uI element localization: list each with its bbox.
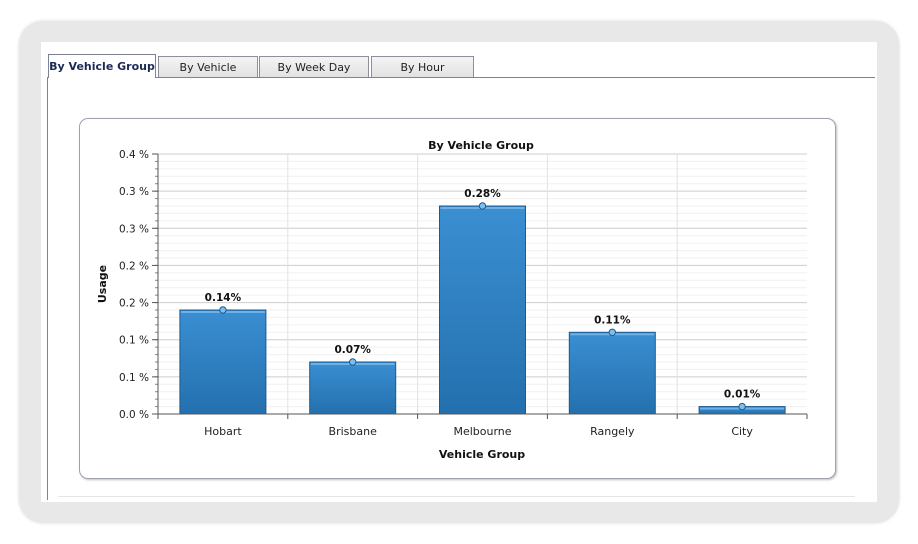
y-tick-label: 0.1 % (119, 335, 149, 347)
y-tick-label: 0.2 % (119, 260, 149, 272)
y-tick-label: 0.3 % (119, 186, 149, 198)
category-label: Melbourne (453, 425, 511, 438)
tab-by-week-day[interactable]: By Week Day (259, 56, 369, 77)
data-label: 0.28% (464, 188, 501, 200)
y-tick-label: 0.1 % (119, 372, 149, 384)
tab-by-vehicle[interactable]: By Vehicle (158, 56, 258, 77)
x-axis-title: Vehicle Group (439, 448, 525, 461)
bar-marker (219, 306, 227, 314)
category-label: Rangely (590, 425, 635, 438)
data-label: 0.14% (205, 292, 242, 304)
data-label: 0.11% (594, 314, 631, 326)
category-label: City (731, 425, 753, 438)
data-label: 0.07% (334, 344, 371, 356)
bar-marker (608, 328, 616, 336)
data-label: 0.01% (724, 389, 761, 401)
bars: 0.14% 0.07% 0.28% 0.11% 0.01% (179, 188, 786, 415)
y-axis-title: Usage (96, 265, 109, 303)
y-tick-label: 0.2 % (119, 298, 149, 310)
category-label: Brisbane (329, 425, 378, 438)
y-axis: 0.0 % 0.1 % 0.1 % 0.2 % 0.2 % 0.3 % 0.3 % 0.4 % (119, 149, 159, 421)
y-tick-label: 0.0 % (119, 409, 149, 421)
bar-marker (349, 358, 357, 366)
panel-border-bottom (58, 496, 855, 497)
y-tick-label: 0.3 % (119, 223, 149, 235)
bar (179, 309, 267, 415)
panel-border-left (47, 77, 48, 500)
x-axis: Hobart Brisbane Melbourne Rangely City (157, 413, 808, 438)
bar (439, 205, 526, 415)
tabstrip-divider (47, 77, 875, 78)
bar (568, 331, 656, 415)
tab-by-hour[interactable]: By Hour (371, 56, 474, 77)
category-label: Hobart (204, 425, 242, 438)
bar (309, 361, 397, 415)
bar-marker (738, 402, 746, 411)
bar-marker (478, 202, 487, 210)
chart-title: By Vehicle Group (428, 139, 534, 152)
tab-by-vehicle-group[interactable]: By Vehicle Group (48, 54, 156, 78)
y-tick-label: 0.4 % (119, 149, 149, 161)
